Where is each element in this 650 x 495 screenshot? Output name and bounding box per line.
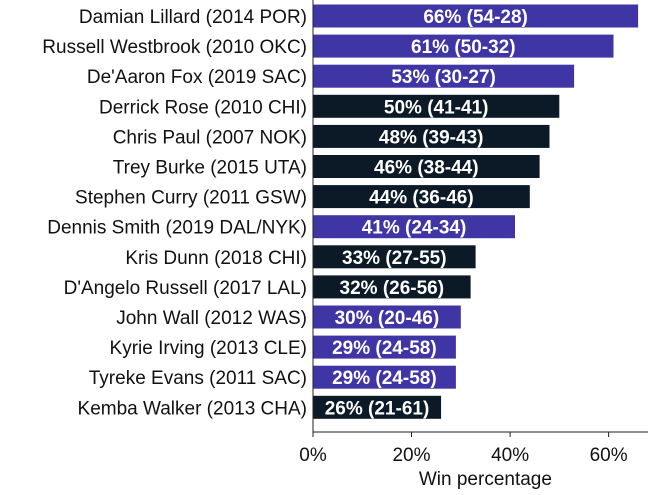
bar-value-label: 46% (38-44)	[374, 158, 479, 179]
bar	[313, 335, 456, 359]
category-labels: Damian Lillard (2014 POR) Russell Westbro…	[42, 7, 307, 419]
bar-value-label: 32% (26-56)	[340, 278, 445, 299]
category-label: Russell Westbrook (2010 OKC)	[42, 37, 307, 58]
category-label: Tyreke Evans (2011 SAC)	[89, 368, 307, 389]
bar	[313, 4, 639, 28]
category-label: D'Angelo Russell (2017 LAL)	[64, 278, 307, 299]
category-label: Trey Burke (2015 UTA)	[113, 158, 307, 179]
bar-value-label: 44% (36-46)	[369, 188, 474, 209]
category-label: De'Aaron Fox (2019 SAC)	[87, 67, 307, 88]
x-axis-title: Win percentage	[419, 469, 552, 490]
bar-value-label: 41% (24-34)	[362, 218, 467, 239]
bar-value-label: 29% (24-58)	[332, 368, 437, 389]
bar-value-label: 29% (24-58)	[332, 338, 437, 359]
category-label: Chris Paul (2007 NOK)	[113, 127, 307, 148]
x-axis: 0% 20% 40% 60%	[299, 0, 648, 466]
bar	[313, 124, 550, 148]
bar	[313, 94, 560, 118]
x-tick-label: 40%	[491, 445, 529, 466]
bar-value-label: 61% (50-32)	[411, 37, 516, 58]
bar-value-label: 53% (30-27)	[391, 67, 496, 88]
x-tick-label: 0%	[299, 445, 327, 466]
bar	[313, 64, 575, 88]
category-label: John Wall (2012 WAS)	[116, 308, 307, 329]
bar-value-label: 30% (20-46)	[335, 308, 440, 329]
category-label: Kyrie Irving (2013 CLE)	[110, 338, 307, 359]
bar-value-label: 50% (41-41)	[384, 97, 489, 118]
bars-layer: 66% (54-28) 61% (50-32) 53% (30-27) 50% (41…	[313, 4, 639, 419]
bar	[313, 395, 442, 419]
bar	[313, 275, 471, 299]
bar	[313, 215, 515, 239]
category-label: Kris Dunn (2018 CHI)	[125, 248, 307, 269]
category-label: Kemba Walker (2013 CHA)	[78, 398, 307, 419]
bar-value-label: 33% (27-55)	[342, 248, 447, 269]
x-tick-label: 60%	[590, 445, 628, 466]
category-label: Stephen Curry (2011 GSW)	[75, 188, 307, 209]
bar-value-label: 66% (54-28)	[423, 7, 528, 28]
bar	[313, 185, 530, 209]
bar	[313, 365, 456, 389]
bar	[313, 245, 476, 269]
category-label: Dennis Smith (2019 DAL/NYK)	[47, 218, 307, 239]
category-label: Derrick Rose (2010 CHI)	[99, 97, 307, 118]
bar-value-label: 26% (21-61)	[325, 398, 430, 419]
bar	[313, 155, 540, 178]
bar-value-label: 48% (39-43)	[379, 127, 484, 148]
category-label: Damian Lillard (2014 POR)	[79, 7, 307, 28]
x-tick-label: 20%	[392, 445, 430, 466]
bar	[313, 34, 614, 58]
bar	[313, 305, 461, 329]
